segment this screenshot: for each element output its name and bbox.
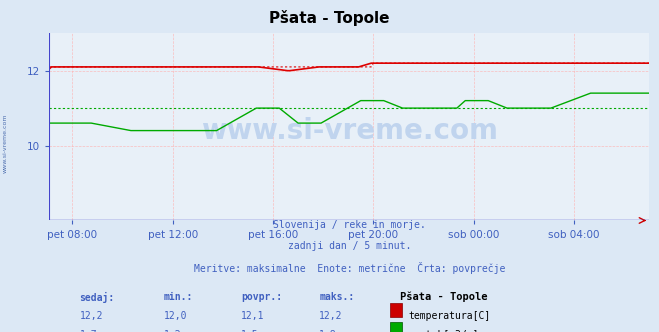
Text: sedaj:: sedaj: [80,292,115,303]
Text: www.si-vreme.com: www.si-vreme.com [201,117,498,145]
Text: 1,7: 1,7 [80,330,97,332]
Text: Slovenija / reke in morje.: Slovenija / reke in morje. [273,220,426,230]
Text: 12,2: 12,2 [80,311,103,321]
Bar [390,322,402,332]
Text: temperatura[C]: temperatura[C] [408,311,490,321]
Text: 12,0: 12,0 [163,311,187,321]
Text: 1,2: 1,2 [163,330,181,332]
Text: 1,8: 1,8 [320,330,337,332]
Text: 1,5: 1,5 [241,330,259,332]
Text: Meritve: maksimalne  Enote: metrične  Črta: povprečje: Meritve: maksimalne Enote: metrične Črta… [194,262,505,275]
Bar [390,303,402,317]
Text: maks.:: maks.: [320,292,355,302]
Text: www.si-vreme.com: www.si-vreme.com [3,113,8,173]
Text: zadnji dan / 5 minut.: zadnji dan / 5 minut. [287,241,411,251]
Text: min.:: min.: [163,292,192,302]
Text: 12,2: 12,2 [320,311,343,321]
Text: povpr.:: povpr.: [241,292,283,302]
Text: 12,1: 12,1 [241,311,265,321]
Text: Pšata - Topole: Pšata - Topole [270,10,389,26]
Text: pretok[m3/s]: pretok[m3/s] [408,330,478,332]
Text: Pšata - Topole: Pšata - Topole [400,292,488,302]
